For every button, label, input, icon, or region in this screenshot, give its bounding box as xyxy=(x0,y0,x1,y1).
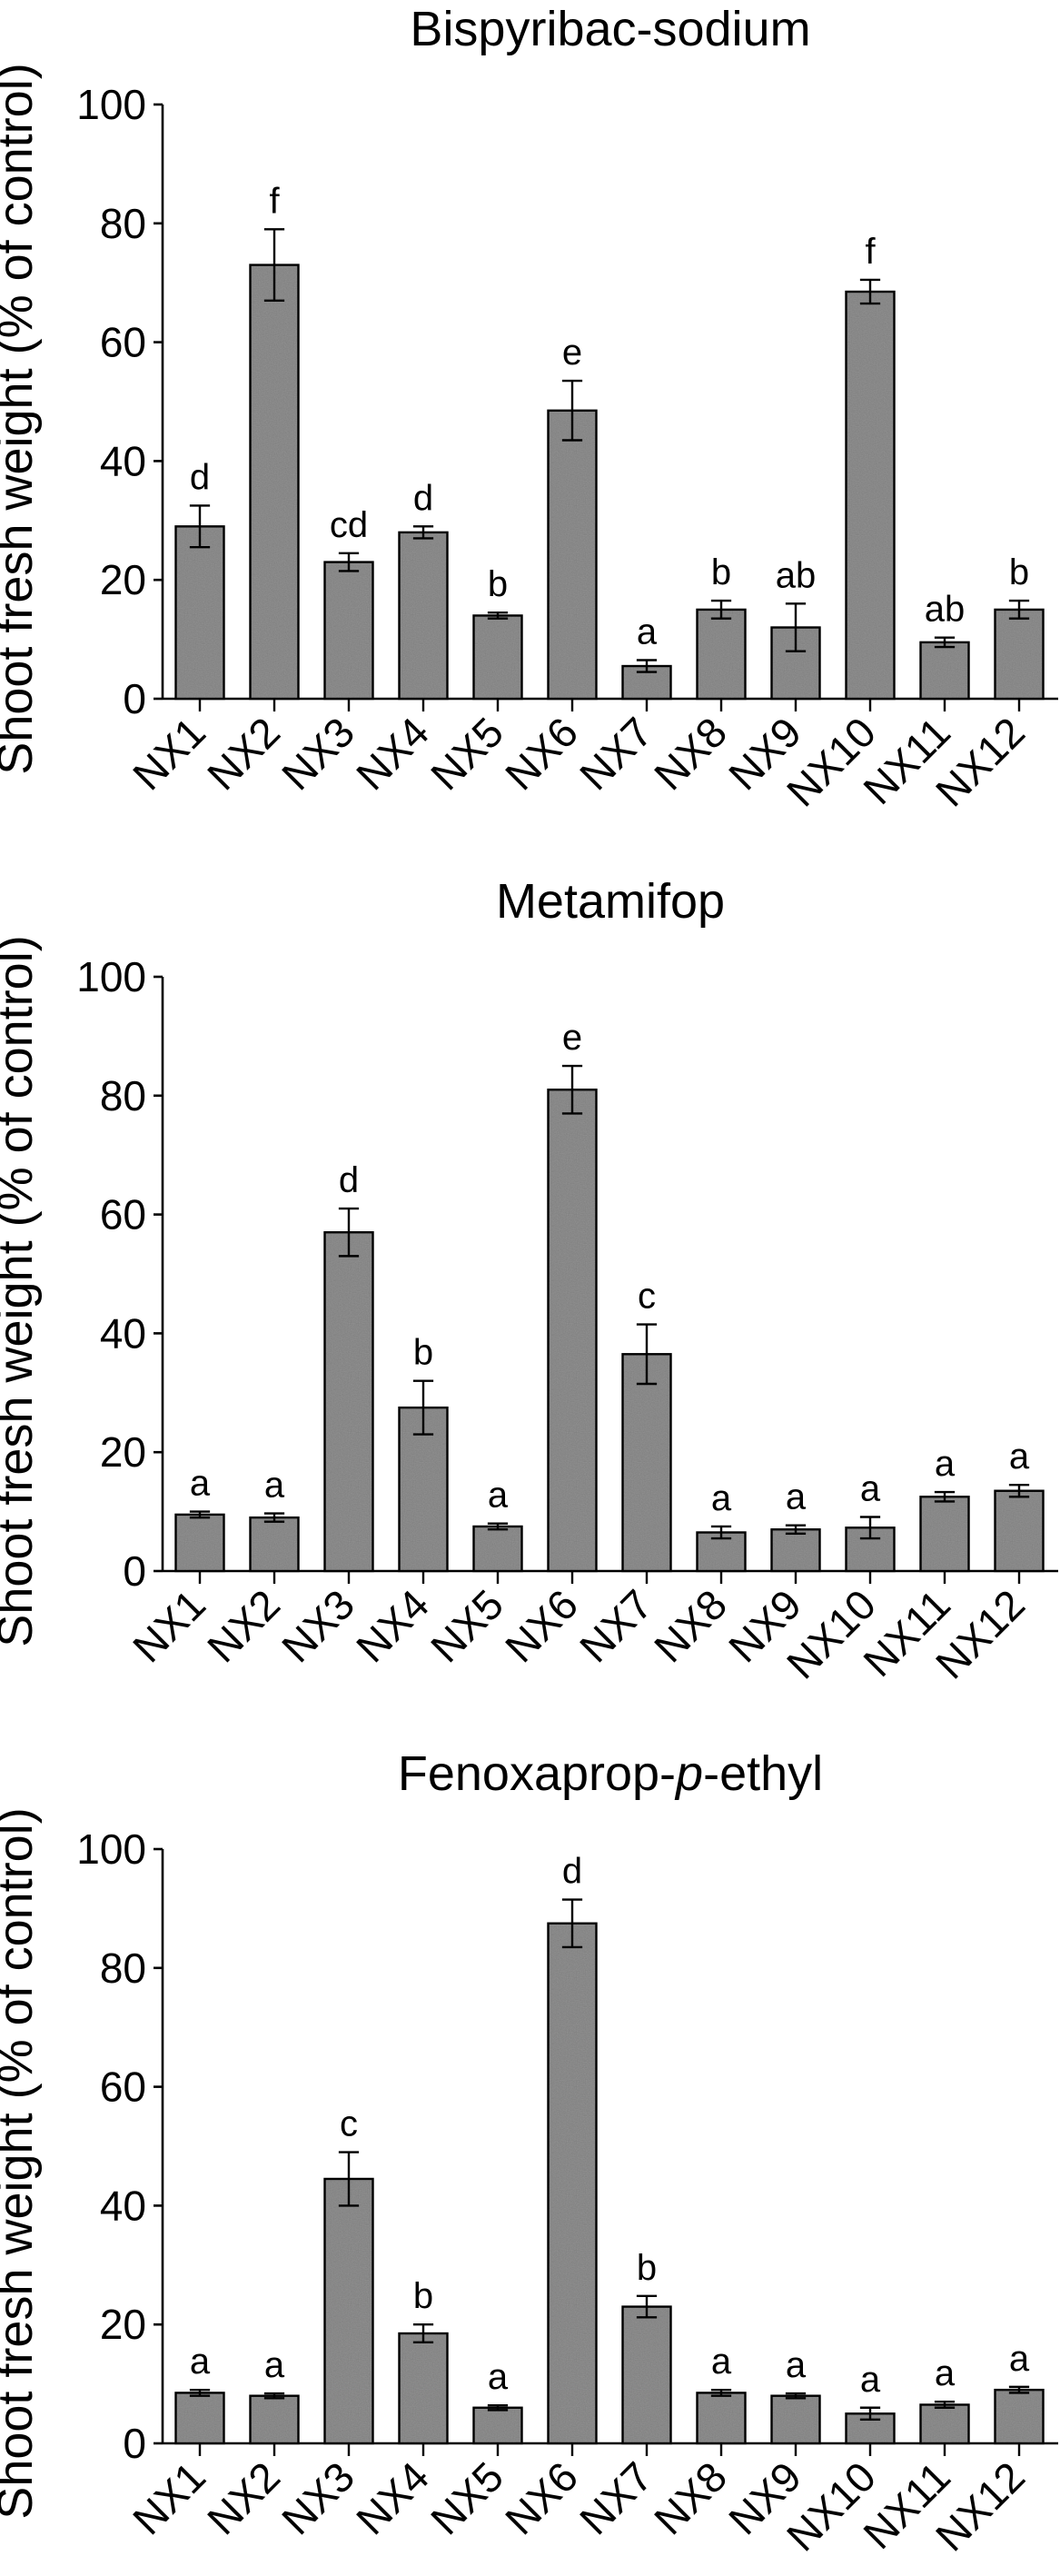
svg-text:a: a xyxy=(711,1478,732,1518)
svg-text:40: 40 xyxy=(100,437,146,484)
svg-text:a: a xyxy=(264,1466,285,1506)
svg-text:100: 100 xyxy=(76,953,146,1000)
svg-text:a: a xyxy=(935,1444,956,1484)
svg-text:Fenoxaprop-p-ethyl: Fenoxaprop-p-ethyl xyxy=(398,1746,823,1801)
svg-text:Shoot fresh weight (% of contr: Shoot fresh weight (% of control) xyxy=(0,63,43,774)
svg-text:c: c xyxy=(638,1277,656,1317)
svg-text:b: b xyxy=(637,2248,657,2288)
svg-text:Shoot fresh weight (% of contr: Shoot fresh weight (% of control) xyxy=(0,1807,43,2519)
svg-text:b: b xyxy=(413,2276,433,2316)
svg-text:NX4: NX4 xyxy=(347,708,438,799)
svg-text:NX3: NX3 xyxy=(272,1580,363,1671)
svg-text:NX6: NX6 xyxy=(496,2452,587,2543)
svg-text:Shoot fresh weight (% of contr: Shoot fresh weight (% of control) xyxy=(0,935,43,1646)
svg-text:d: d xyxy=(413,478,433,518)
svg-text:a: a xyxy=(1009,2339,1030,2379)
svg-text:a: a xyxy=(190,1464,211,1504)
svg-text:NX10: NX10 xyxy=(778,1580,885,1687)
svg-text:NX7: NX7 xyxy=(570,708,661,799)
svg-text:NX4: NX4 xyxy=(347,2452,438,2543)
svg-text:e: e xyxy=(562,333,582,373)
svg-text:a: a xyxy=(711,2342,732,2382)
svg-text:f: f xyxy=(269,181,280,221)
svg-text:20: 20 xyxy=(100,2301,146,2348)
svg-text:NX5: NX5 xyxy=(421,708,512,799)
svg-text:ab: ab xyxy=(925,590,966,630)
svg-text:d: d xyxy=(339,1160,359,1200)
svg-text:80: 80 xyxy=(100,1944,146,1992)
svg-text:20: 20 xyxy=(100,1428,146,1476)
svg-text:NX7: NX7 xyxy=(570,1580,661,1671)
svg-text:b: b xyxy=(1009,552,1029,592)
svg-text:60: 60 xyxy=(100,1191,146,1238)
svg-text:NX7: NX7 xyxy=(570,2452,661,2543)
svg-text:NX8: NX8 xyxy=(645,1580,736,1671)
svg-text:NX12: NX12 xyxy=(926,1580,1034,1687)
svg-text:NX10: NX10 xyxy=(778,2452,885,2560)
svg-text:40: 40 xyxy=(100,1309,146,1357)
svg-text:NX2: NX2 xyxy=(198,708,289,799)
svg-text:100: 100 xyxy=(76,81,146,128)
svg-text:d: d xyxy=(190,457,210,497)
svg-text:Bispyribac-sodium: Bispyribac-sodium xyxy=(410,2,810,56)
svg-text:60: 60 xyxy=(100,2064,146,2111)
svg-text:a: a xyxy=(860,2360,881,2400)
svg-text:cd: cd xyxy=(330,505,368,545)
svg-text:NX3: NX3 xyxy=(272,708,363,799)
svg-text:80: 80 xyxy=(100,1072,146,1119)
svg-text:NX12: NX12 xyxy=(926,2452,1034,2560)
svg-text:e: e xyxy=(562,1018,582,1058)
svg-text:NX5: NX5 xyxy=(421,2452,512,2543)
svg-text:60: 60 xyxy=(100,319,146,366)
svg-text:b: b xyxy=(488,564,508,604)
svg-text:a: a xyxy=(637,612,658,651)
svg-text:a: a xyxy=(488,1476,509,1516)
svg-text:b: b xyxy=(413,1333,433,1373)
svg-text:a: a xyxy=(935,2353,956,2393)
svg-text:b: b xyxy=(711,552,731,592)
svg-text:20: 20 xyxy=(100,556,146,603)
svg-text:a: a xyxy=(264,2345,285,2385)
svg-text:ab: ab xyxy=(776,555,817,595)
svg-text:NX8: NX8 xyxy=(645,2452,736,2543)
svg-text:NX6: NX6 xyxy=(496,1580,587,1671)
svg-text:Metamifop: Metamifop xyxy=(496,874,725,929)
svg-text:f: f xyxy=(865,232,876,272)
svg-text:a: a xyxy=(190,2342,211,2382)
svg-text:NX5: NX5 xyxy=(421,1580,512,1671)
svg-text:a: a xyxy=(488,2357,509,2397)
svg-text:NX12: NX12 xyxy=(926,708,1034,815)
svg-text:0: 0 xyxy=(123,2420,146,2467)
svg-text:40: 40 xyxy=(100,2182,146,2229)
svg-text:0: 0 xyxy=(123,1547,146,1595)
svg-text:a: a xyxy=(860,1468,881,1508)
svg-text:0: 0 xyxy=(123,675,146,722)
svg-text:NX8: NX8 xyxy=(645,708,736,799)
svg-text:NX3: NX3 xyxy=(272,2452,363,2543)
svg-text:d: d xyxy=(562,1852,582,1892)
svg-text:NX2: NX2 xyxy=(198,2452,289,2543)
svg-text:NX6: NX6 xyxy=(496,708,587,799)
svg-text:c: c xyxy=(340,2104,358,2144)
svg-text:a: a xyxy=(1009,1437,1030,1477)
svg-text:80: 80 xyxy=(100,200,146,247)
svg-text:100: 100 xyxy=(76,1825,146,1873)
svg-text:a: a xyxy=(786,1477,807,1517)
svg-text:NX4: NX4 xyxy=(347,1580,438,1671)
svg-text:NX2: NX2 xyxy=(198,1580,289,1671)
svg-text:NX10: NX10 xyxy=(778,708,885,815)
svg-text:a: a xyxy=(786,2345,807,2385)
